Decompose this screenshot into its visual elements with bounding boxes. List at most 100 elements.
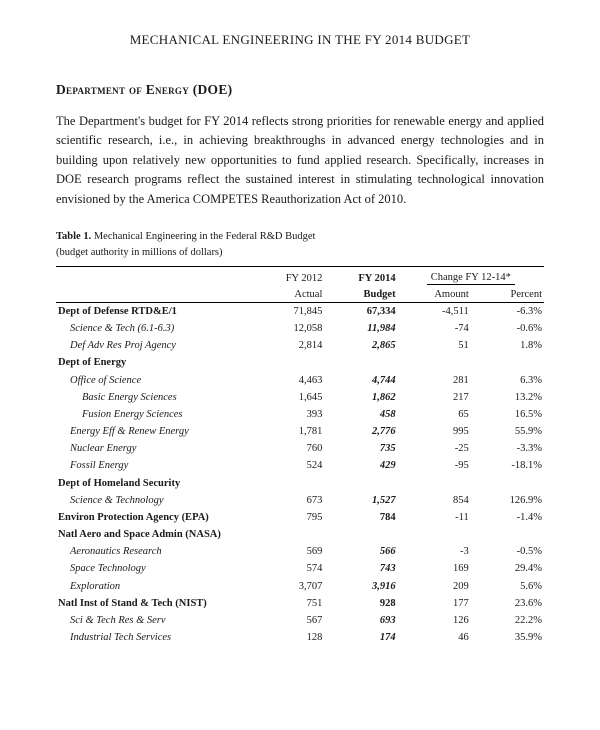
cell-percent: -3.3%: [471, 441, 544, 458]
cell-amount: -3: [398, 544, 471, 561]
cell-budget: [324, 475, 397, 492]
cell-budget: 174: [324, 630, 397, 647]
cell-actual: [251, 475, 324, 492]
cell-actual: 569: [251, 544, 324, 561]
col-subheader-amount: Amount: [398, 287, 471, 303]
budget-table: FY 2012 FY 2014 Change FY 12-14* Actual …: [56, 266, 544, 646]
cell-percent: 13.2%: [471, 389, 544, 406]
cell-amount: 217: [398, 389, 471, 406]
col-header-fy2012: FY 2012: [251, 267, 324, 288]
cell-percent: 23.6%: [471, 595, 544, 612]
cell-actual: 574: [251, 561, 324, 578]
cell-actual: 751: [251, 595, 324, 612]
cell-amount: -25: [398, 441, 471, 458]
col-subheader-actual: Actual: [251, 287, 324, 303]
table-row: Basic Energy Sciences1,6451,86221713.2%: [56, 389, 544, 406]
cell-amount: 126: [398, 612, 471, 629]
row-label: Science & Technology: [56, 492, 251, 509]
cell-amount: -11: [398, 509, 471, 526]
row-label: Dept of Homeland Security: [56, 475, 251, 492]
cell-actual: 71,845: [251, 303, 324, 321]
table-caption-number: Table 1.: [56, 231, 91, 242]
cell-percent: 35.9%: [471, 630, 544, 647]
table-row: Dept of Defense RTD&E/171,84567,334-4,51…: [56, 303, 544, 321]
row-label: Nuclear Energy: [56, 441, 251, 458]
row-label: Natl Inst of Stand & Tech (NIST): [56, 595, 251, 612]
cell-percent: 29.4%: [471, 561, 544, 578]
row-label: Space Technology: [56, 561, 251, 578]
cell-amount: 177: [398, 595, 471, 612]
cell-actual: 1,781: [251, 424, 324, 441]
cell-amount: 46: [398, 630, 471, 647]
table-row: Aeronautics Research569566-3-0.5%: [56, 544, 544, 561]
cell-amount: 169: [398, 561, 471, 578]
cell-amount: 51: [398, 338, 471, 355]
cell-percent: 1.8%: [471, 338, 544, 355]
table-row: Sci & Tech Res & Serv56769312622.2%: [56, 612, 544, 629]
table-body: Dept of Defense RTD&E/171,84567,334-4,51…: [56, 303, 544, 647]
table-header-row-2: Actual Budget Amount Percent: [56, 287, 544, 303]
table-row: Exploration3,7073,9162095.6%: [56, 578, 544, 595]
cell-budget: 784: [324, 509, 397, 526]
cell-percent: [471, 475, 544, 492]
cell-budget: 1,862: [324, 389, 397, 406]
cell-amount: 65: [398, 406, 471, 423]
cell-amount: 209: [398, 578, 471, 595]
cell-budget: 4,744: [324, 372, 397, 389]
cell-percent: -0.6%: [471, 321, 544, 338]
cell-actual: 4,463: [251, 372, 324, 389]
col-header-change-group: Change FY 12-14*: [427, 272, 515, 285]
row-label: Environ Protection Agency (EPA): [56, 509, 251, 526]
cell-percent: 5.6%: [471, 578, 544, 595]
body-paragraph: The Department's budget for FY 2014 refl…: [56, 112, 544, 209]
cell-budget: 743: [324, 561, 397, 578]
cell-actual: 760: [251, 441, 324, 458]
row-label: Dept of Defense RTD&E/1: [56, 303, 251, 321]
section-heading: Department of Energy (DOE): [56, 82, 544, 98]
table-caption: Table 1. Mechanical Engineering in the F…: [56, 229, 544, 261]
cell-amount: 995: [398, 424, 471, 441]
cell-budget: 67,334: [324, 303, 397, 321]
cell-actual: [251, 527, 324, 544]
table-row: Dept of Energy: [56, 355, 544, 372]
table-header-row-1: FY 2012 FY 2014 Change FY 12-14*: [56, 267, 544, 288]
table-row: Natl Aero and Space Admin (NASA): [56, 527, 544, 544]
cell-percent: -0.5%: [471, 544, 544, 561]
cell-percent: 16.5%: [471, 406, 544, 423]
cell-percent: 126.9%: [471, 492, 544, 509]
cell-actual: 128: [251, 630, 324, 647]
cell-amount: -4,511: [398, 303, 471, 321]
row-label: Def Adv Res Proj Agency: [56, 338, 251, 355]
cell-percent: 55.9%: [471, 424, 544, 441]
cell-budget: [324, 527, 397, 544]
row-label: Sci & Tech Res & Serv: [56, 612, 251, 629]
row-label: Natl Aero and Space Admin (NASA): [56, 527, 251, 544]
table-caption-line1: Mechanical Engineering in the Federal R&…: [94, 231, 316, 242]
row-label: Energy Eff & Renew Energy: [56, 424, 251, 441]
row-label: Aeronautics Research: [56, 544, 251, 561]
cell-actual: 3,707: [251, 578, 324, 595]
cell-actual: 795: [251, 509, 324, 526]
cell-budget: 11,984: [324, 321, 397, 338]
cell-budget: 3,916: [324, 578, 397, 595]
table-row: Energy Eff & Renew Energy1,7812,77699555…: [56, 424, 544, 441]
cell-percent: -18.1%: [471, 458, 544, 475]
table-row: Fusion Energy Sciences3934586516.5%: [56, 406, 544, 423]
row-label: Exploration: [56, 578, 251, 595]
cell-percent: [471, 355, 544, 372]
table-row: Environ Protection Agency (EPA)795784-11…: [56, 509, 544, 526]
table-row: Science & Tech (6.1-6.3)12,05811,984-74-…: [56, 321, 544, 338]
row-label: Industrial Tech Services: [56, 630, 251, 647]
cell-amount: [398, 355, 471, 372]
cell-budget: 429: [324, 458, 397, 475]
table-row: Natl Inst of Stand & Tech (NIST)75192817…: [56, 595, 544, 612]
col-header-fy2014: FY 2014: [324, 267, 397, 288]
cell-amount: [398, 475, 471, 492]
cell-budget: 2,865: [324, 338, 397, 355]
table-row: Industrial Tech Services1281744635.9%: [56, 630, 544, 647]
row-label: Fossil Energy: [56, 458, 251, 475]
cell-budget: 458: [324, 406, 397, 423]
table-row: Science & Technology6731,527854126.9%: [56, 492, 544, 509]
document-title: MECHANICAL ENGINEERING IN THE FY 2014 BU…: [56, 32, 544, 48]
cell-percent: -6.3%: [471, 303, 544, 321]
